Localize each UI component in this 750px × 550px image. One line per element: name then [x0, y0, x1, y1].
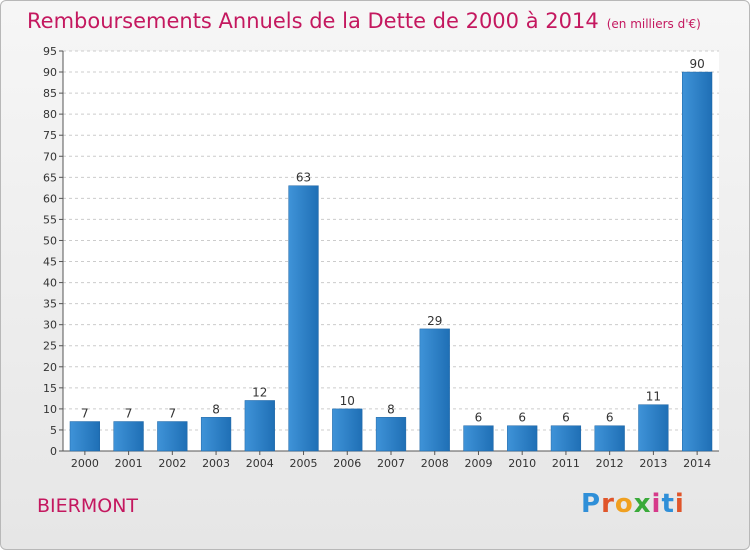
y-tick-label: 20	[43, 361, 57, 374]
chart-title: Remboursements Annuels de la Dette de 20…	[27, 9, 701, 33]
x-tick-label: 2000	[71, 457, 99, 470]
bar-value-label: 7	[169, 407, 177, 421]
bar	[288, 185, 319, 452]
y-tick-label: 65	[43, 171, 57, 184]
bar-value-label: 6	[518, 411, 526, 425]
proxiti-logo: Proxiti	[581, 489, 685, 519]
y-tick-label: 60	[43, 192, 57, 205]
bar-value-label: 7	[125, 407, 133, 421]
chart-subtitle: (en milliers d'€)	[606, 17, 701, 31]
y-tick-label: 90	[43, 66, 57, 79]
x-tick-label: 2008	[421, 457, 449, 470]
x-tick-label: 2011	[552, 457, 580, 470]
x-tick-label: 2002	[158, 457, 186, 470]
y-tick-label: 55	[43, 213, 57, 226]
x-tick-label: 2003	[202, 457, 230, 470]
bar	[244, 400, 275, 452]
bar	[682, 71, 713, 452]
y-tick-label: 40	[43, 277, 57, 290]
bar	[200, 417, 232, 452]
bar	[113, 421, 144, 452]
bar	[507, 425, 538, 452]
bar	[157, 421, 188, 452]
y-tick-label: 85	[43, 87, 57, 100]
x-tick-label: 2005	[290, 457, 318, 470]
plot-area	[63, 51, 719, 451]
bar	[638, 404, 669, 452]
y-tick-label: 25	[43, 340, 57, 353]
bar	[69, 421, 100, 452]
y-tick-label: 45	[43, 256, 57, 269]
bar-value-label: 6	[475, 411, 483, 425]
bar-value-label: 90	[689, 57, 704, 71]
bar-value-label: 11	[646, 390, 661, 404]
bar	[594, 425, 625, 452]
y-tick-label: 35	[43, 298, 57, 311]
x-tick-label: 2001	[115, 457, 143, 470]
chart-title-text: Remboursements Annuels de la Dette de 20…	[27, 9, 599, 33]
bar	[375, 417, 407, 452]
y-tick-label: 75	[43, 129, 57, 142]
y-tick-label: 95	[43, 45, 57, 58]
x-tick-label: 2010	[508, 457, 536, 470]
y-tick-label: 10	[43, 403, 57, 416]
bar	[463, 425, 494, 452]
x-tick-label: 2013	[639, 457, 667, 470]
bar-value-label: 8	[212, 402, 220, 416]
y-tick-label: 15	[43, 382, 57, 395]
x-tick-label: 2014	[683, 457, 711, 470]
bar	[419, 328, 450, 452]
bar-value-label: 29	[427, 314, 442, 328]
bar	[550, 425, 582, 452]
x-tick-label: 2004	[246, 457, 274, 470]
y-tick-label: 80	[43, 108, 57, 121]
bar-value-label: 6	[606, 411, 614, 425]
bar-value-label: 12	[252, 385, 267, 399]
x-tick-label: 2007	[377, 457, 405, 470]
bar-value-label: 7	[81, 407, 89, 421]
x-tick-label: 2006	[333, 457, 361, 470]
commune-name: BIERMONT	[37, 495, 139, 517]
bar-value-label: 8	[387, 402, 395, 416]
y-tick-label: 0	[50, 445, 57, 458]
y-tick-label: 30	[43, 319, 57, 332]
x-tick-label: 2009	[464, 457, 492, 470]
x-tick-label: 2012	[596, 457, 624, 470]
y-tick-label: 70	[43, 150, 57, 163]
y-tick-label: 50	[43, 234, 57, 247]
bar-value-label: 63	[296, 171, 311, 185]
y-tick-label: 5	[50, 424, 57, 437]
bar-value-label: 10	[340, 394, 355, 408]
bar-value-label: 6	[562, 411, 570, 425]
bar	[332, 408, 363, 452]
